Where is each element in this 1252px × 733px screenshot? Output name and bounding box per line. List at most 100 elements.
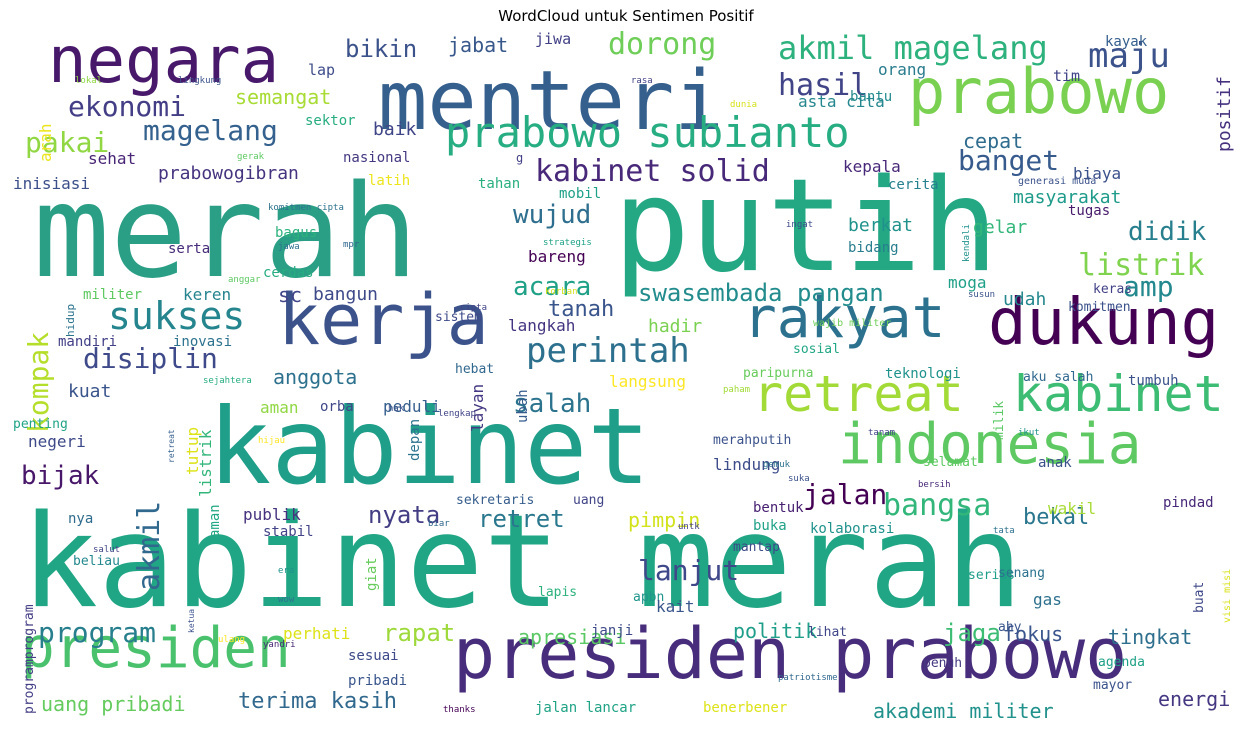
word-anggota: anggota: [273, 365, 358, 389]
word-presiden: presiden: [21, 616, 291, 681]
word-putih: putih: [613, 152, 999, 301]
word-generasi-muda: generasi muda: [1018, 176, 1097, 187]
word-semangat: semangat: [235, 85, 332, 109]
word-prabowo-subianto: prabowo subianto: [445, 108, 850, 157]
word-tingkat: tingkat: [1108, 625, 1193, 649]
word-jabat: jabat: [448, 33, 509, 57]
word-bijak: bijak: [21, 461, 100, 491]
word-benerbener: benerbener: [703, 700, 788, 716]
word-gelar: gelar: [973, 217, 1028, 238]
word-layan: layan: [468, 383, 487, 432]
figure-title: WordCloud untuk Sentimen Positif: [498, 7, 754, 25]
word-aku-salah: aku salah: [1023, 370, 1094, 385]
word-paham: paham: [723, 385, 751, 395]
word-komitmen-cipta: komitmen cipta: [268, 203, 344, 213]
word-swasembada-pangan: swasembada pangan: [638, 279, 884, 307]
word-ahy: ahy: [998, 620, 1022, 635]
word-janji: janji: [591, 623, 634, 639]
word-merah: merah: [33, 158, 419, 307]
word-sukses: sukses: [108, 294, 246, 338]
word-ketua: ketua: [187, 608, 196, 633]
word-listrik: listrik: [1078, 248, 1205, 283]
word-serius: serius: [968, 568, 1015, 583]
word-presiden-prabowo: presiden prabowo: [453, 613, 1128, 695]
word-retreat: retreat: [753, 365, 964, 423]
word-lokal: lokal: [75, 76, 103, 86]
word-pakai: pakai: [25, 126, 110, 159]
word-penuh: penuh: [923, 656, 963, 671]
word-bangsa: bangsa: [883, 488, 992, 523]
word-tugas: tugas: [1068, 203, 1111, 219]
word-gerak: gerak: [237, 152, 265, 162]
word-dukung: dukung: [988, 286, 1220, 360]
word-beliau: beliau: [73, 554, 120, 569]
word-paripurna: paripurna: [743, 366, 814, 381]
word-lengkap: lengkap: [438, 409, 476, 419]
word-perhati: perhati: [283, 624, 351, 643]
word-merahputih: merahputih: [713, 433, 792, 448]
word-jaga: jaga: [943, 619, 1001, 647]
word-kabinet-solid: kabinet solid: [535, 154, 770, 189]
word-masyarakat: masyarakat: [1013, 187, 1122, 208]
word-dorong: dorong: [608, 29, 717, 62]
word-visi-misi: visi misi: [1222, 568, 1233, 623]
word-terima-kasih: terima kasih: [238, 689, 397, 714]
word-mobil: mobil: [559, 186, 602, 202]
word-milik: milik: [992, 400, 1007, 440]
word-korban: korban: [545, 287, 578, 297]
word-gas: gas: [1033, 590, 1062, 609]
word-rapat: rapat: [383, 619, 456, 647]
word-kendali: kendali: [962, 224, 972, 262]
word-thanks: thanks: [443, 705, 476, 715]
word-era: era: [278, 566, 295, 576]
word-sistem: sistem: [435, 310, 482, 325]
word-bantu: bantu: [850, 89, 893, 105]
word-bangun: bangun: [313, 284, 379, 305]
word-positif: positif: [1214, 76, 1235, 152]
word-asta-cita: asta cita: [798, 92, 885, 111]
word-penting: penting: [13, 417, 68, 432]
word-tumbuh: tumbuh: [1128, 373, 1179, 389]
word-stabil: stabil: [263, 524, 314, 540]
word-menteri: menteri: [378, 54, 724, 149]
word-depan: depan: [407, 418, 423, 461]
word-kabinet-merah: kabinet merah: [21, 488, 1023, 637]
word-prabowo: prabowo: [908, 55, 1170, 128]
word-magelang: magelang: [143, 114, 278, 147]
word-lingkung: lingkung: [178, 76, 222, 86]
word-bareng: bareng: [528, 247, 586, 266]
word-hidup: hidup: [64, 303, 77, 337]
word-untk: untk: [678, 522, 700, 532]
word-patriotisme: patriotisme: [778, 673, 838, 683]
word-akademi-militer: akademi militer: [873, 699, 1054, 723]
word-ubah: ubah: [515, 389, 531, 423]
word-hak: hak: [388, 404, 405, 414]
word-inovasi: inovasi: [173, 334, 233, 350]
word-nasional: nasional: [343, 150, 411, 166]
word-berkat: berkat: [848, 215, 914, 236]
word-cloud: merah putih kabinet merah kabinet menteri pre…: [13, 29, 1237, 724]
word-apresiasi: apresiasi: [518, 625, 627, 649]
word-sekretaris: sekretaris: [456, 493, 535, 508]
word-udah: udah: [1003, 289, 1047, 310]
word-retret: retret: [478, 505, 565, 533]
word-inisiasi: inisiasi: [13, 174, 91, 193]
word-disiplin: disiplin: [83, 342, 218, 375]
word-salut: salut: [93, 545, 121, 555]
word-perintah: perintah: [526, 331, 690, 371]
word-moga: moga: [948, 273, 987, 292]
word-retreat: retreat: [167, 429, 176, 463]
word-lindung: lindung: [713, 455, 781, 474]
word-peduli: peduli: [383, 397, 441, 416]
word-giat: giat: [364, 557, 380, 591]
word-hebat: hebat: [455, 362, 495, 377]
word-senang: senang: [998, 566, 1045, 581]
word-aman: aman: [207, 504, 223, 538]
word-negara: negara: [48, 29, 280, 98]
word-gemuk: gemuk: [763, 460, 791, 470]
word-lanjut: lanjut: [638, 554, 740, 587]
word-bersih: bersih: [918, 480, 951, 490]
word-militer: militer: [83, 287, 143, 303]
word-programprogram: programprogram: [22, 604, 37, 714]
word-nya: nya: [68, 511, 94, 527]
